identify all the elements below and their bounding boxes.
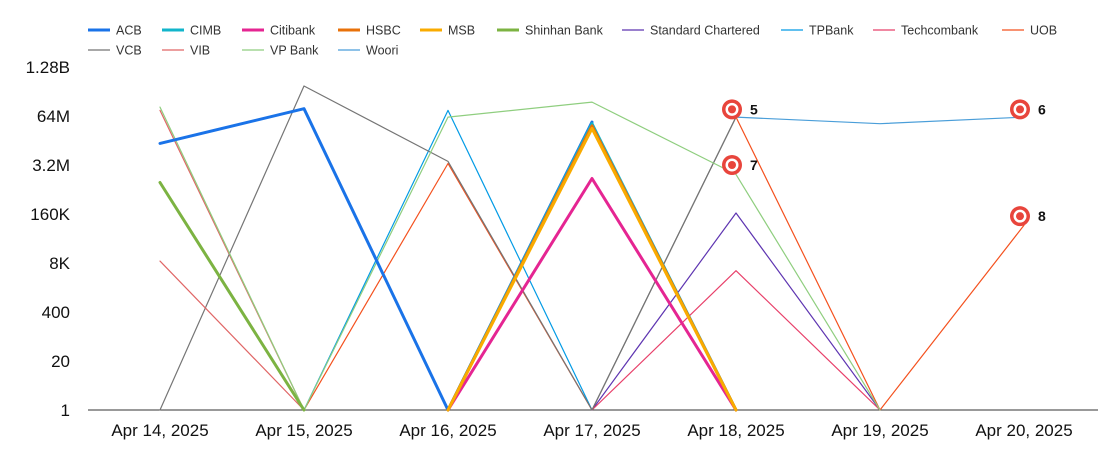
annotation-label: 8 — [1038, 208, 1046, 224]
annotation-marker-7[interactable]: 7 — [722, 155, 758, 175]
legend-label: CIMB — [190, 24, 221, 38]
legend-label: VP Bank — [270, 44, 319, 58]
x-tick-label: Apr 14, 2025 — [111, 421, 208, 440]
series-line-hsbc[interactable] — [446, 124, 738, 412]
y-tick-label: 1 — [61, 401, 70, 420]
marker-center-dot — [728, 161, 736, 169]
series-line-vib[interactable] — [159, 260, 305, 411]
legend-label: Citibank — [270, 24, 316, 38]
legend-item-msb[interactable]: MSB — [420, 24, 475, 38]
series-line-cimb[interactable] — [446, 122, 738, 412]
legend-label: UOB — [1030, 24, 1057, 38]
series-line-acb[interactable] — [158, 107, 594, 412]
x-tick-label: Apr 18, 2025 — [687, 421, 784, 440]
legend-item-vcb[interactable]: VCB — [88, 44, 142, 58]
series-line-uob[interactable] — [735, 116, 881, 411]
legend-item-standard-chartered[interactable]: Standard Chartered — [622, 24, 760, 38]
annotation-marker-8[interactable]: 8 — [1010, 206, 1046, 227]
marker-center-dot — [1016, 105, 1024, 114]
annotation-marker-6[interactable]: 6 — [1010, 99, 1046, 120]
annotations: 5 6 7 8 — [722, 99, 1046, 227]
legend-item-vib[interactable]: VIB — [162, 44, 210, 58]
y-tick-label: 160K — [30, 205, 70, 224]
annotation-marker-5[interactable]: 5 — [722, 99, 758, 120]
y-tick-label: 1.28B — [26, 58, 70, 77]
y-tick-label: 64M — [37, 107, 70, 126]
series-line-woori[interactable] — [735, 116, 1025, 125]
legend-label: ACB — [116, 24, 142, 38]
legend-label: VIB — [190, 44, 210, 58]
series-line-msb[interactable] — [446, 126, 738, 412]
legend-item-vp-bank[interactable]: VP Bank — [242, 44, 319, 58]
x-tick-label: Apr 15, 2025 — [255, 421, 352, 440]
x-tick-label: Apr 19, 2025 — [831, 421, 928, 440]
legend-item-acb[interactable]: ACB — [88, 24, 142, 38]
x-tick-label: Apr 20, 2025 — [975, 421, 1072, 440]
legend-label: VCB — [116, 44, 142, 58]
legend-item-woori[interactable]: Woori — [338, 44, 398, 58]
series-lines — [158, 85, 1025, 412]
series-line-standard-chartered[interactable] — [591, 212, 881, 411]
legend-label: HSBC — [366, 24, 401, 38]
legend: ACB CIMB Citibank HSBC MSB Shinhan Bank Standa… — [88, 24, 1057, 58]
annotation-label: 6 — [1038, 101, 1046, 117]
series-line-uob[interactable] — [879, 224, 1025, 411]
legend-label: MSB — [448, 24, 475, 38]
legend-label: TPBank — [809, 24, 854, 38]
series-line-citibank[interactable] — [446, 177, 738, 412]
legend-label: Techcombank — [901, 24, 979, 38]
legend-item-hsbc[interactable]: HSBC — [338, 24, 401, 38]
x-tick-label: Apr 17, 2025 — [543, 421, 640, 440]
marker-center-dot — [1016, 212, 1024, 221]
legend-label: Shinhan Bank — [525, 24, 604, 38]
legend-label: Standard Chartered — [650, 24, 760, 38]
y-tick-label: 8K — [49, 254, 70, 273]
legend-item-shinhan-bank[interactable]: Shinhan Bank — [497, 24, 604, 38]
annotation-label: 5 — [750, 101, 758, 117]
y-tick-label: 400 — [42, 303, 70, 322]
legend-item-citibank[interactable]: Citibank — [242, 24, 316, 38]
y-tick-label: 20 — [51, 352, 70, 371]
series-line-vcb[interactable] — [159, 85, 737, 411]
series-line-shinhan-bank[interactable] — [158, 181, 306, 412]
series-line-vp-bank[interactable] — [159, 101, 881, 411]
annotation-label: 7 — [750, 157, 758, 173]
y-tick-label: 3.2M — [32, 156, 70, 175]
legend-item-techcombank[interactable]: Techcombank — [873, 24, 979, 38]
marker-center-dot — [728, 105, 736, 114]
series-line-techcombank[interactable] — [591, 270, 881, 411]
legend-item-tpbank[interactable]: TPBank — [781, 24, 854, 38]
x-tick-label: Apr 16, 2025 — [399, 421, 496, 440]
legend-label: Woori — [366, 44, 398, 58]
series-line-tpbank[interactable] — [303, 109, 593, 411]
legend-item-uob[interactable]: UOB — [1002, 24, 1057, 38]
axes: 1 20 400 8K 160K 3.2M 64M 1.28B Apr 14, 2025 Apr … — [26, 58, 1098, 440]
legend-item-cimb[interactable]: CIMB — [162, 24, 221, 38]
